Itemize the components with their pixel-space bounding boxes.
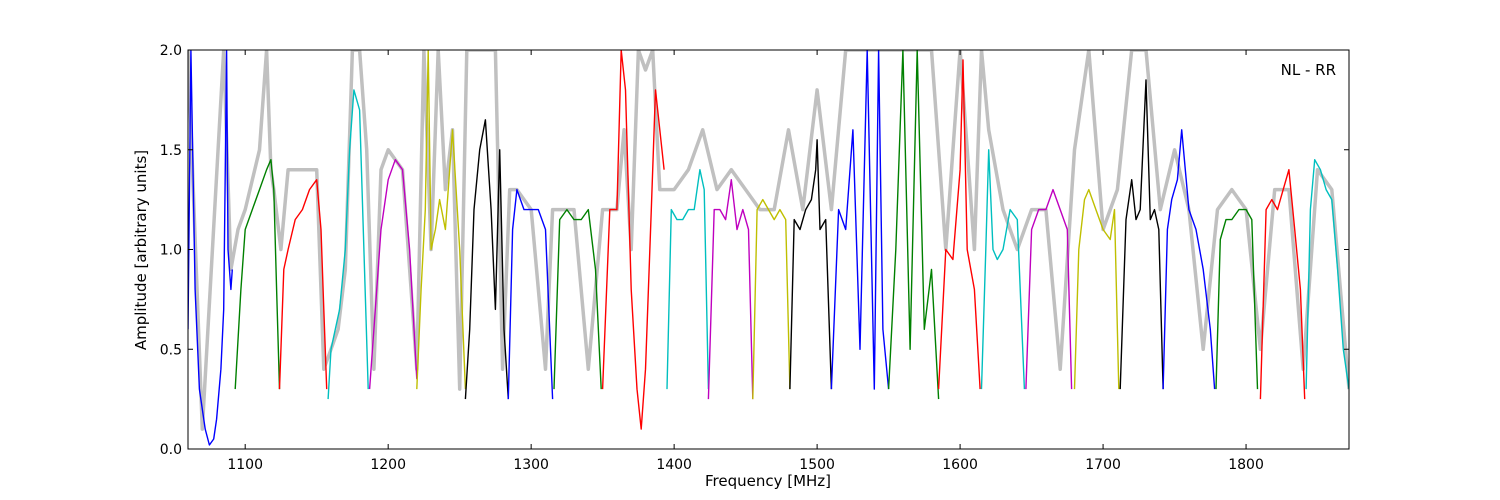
y-tick-label: 1.0 — [160, 243, 182, 259]
chart-annotation: NL - RR — [1281, 61, 1336, 79]
y-tick-label: 2.0 — [160, 43, 182, 59]
series-line-16 — [887, 50, 940, 400]
x-axis-label: Frequency [MHz] — [705, 472, 831, 490]
y-tick-label: 0.5 — [160, 342, 182, 358]
x-tick-label: 1700 — [1085, 457, 1121, 473]
series-line-25 — [1305, 159, 1349, 390]
series-line-17 — [937, 59, 981, 390]
series-line-2 — [234, 159, 281, 390]
x-tick-label: 1400 — [656, 457, 692, 473]
series-line-21 — [1119, 79, 1164, 390]
series-line-7 — [464, 119, 509, 400]
series-line-12 — [707, 179, 754, 400]
series-layer — [188, 50, 1349, 446]
series-line-1 — [188, 50, 233, 446]
series-line-15 — [830, 50, 890, 390]
y-axis-ticks: 0.0 0.5 1.0 1.5 2.0 — [160, 43, 1349, 458]
series-line-24 — [1259, 169, 1306, 400]
x-tick-label: 1200 — [370, 457, 406, 473]
series-line-20 — [1073, 188, 1120, 390]
x-tick-label: 1100 — [227, 457, 263, 473]
series-line-13 — [752, 198, 791, 400]
series-line-22 — [1162, 129, 1216, 390]
series-line-23 — [1215, 208, 1259, 390]
series-line-14 — [789, 139, 833, 390]
series-line-19 — [1025, 188, 1073, 390]
series-line-8 — [507, 188, 554, 400]
series-line-6 — [416, 50, 467, 390]
y-tick-label: 1.5 — [160, 143, 182, 159]
y-tick-label: 0.0 — [160, 442, 182, 458]
series-line-9 — [553, 208, 602, 390]
y-axis-label: Amplitude [arbitrary units] — [132, 150, 150, 350]
x-tick-label: 1500 — [799, 457, 835, 473]
series-line-10 — [601, 50, 665, 430]
series-line-5 — [368, 159, 418, 390]
x-axis-ticks: 1100 1200 1300 1400 1500 1600 1700 1800 — [227, 50, 1264, 473]
series-line-18 — [980, 149, 1026, 390]
x-tick-label: 1600 — [942, 457, 978, 473]
series-line-4 — [327, 89, 369, 400]
series-line-11 — [666, 169, 710, 390]
series-line-3 — [278, 179, 328, 390]
x-tick-label: 1800 — [1228, 457, 1264, 473]
x-tick-label: 1300 — [513, 457, 549, 473]
